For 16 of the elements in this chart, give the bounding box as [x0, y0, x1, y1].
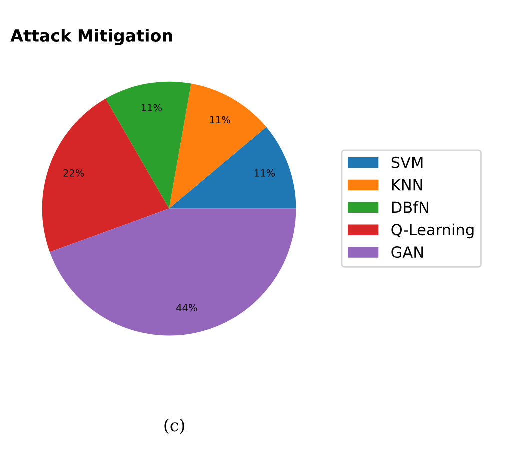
data-label: 11% — [142, 104, 162, 112]
pie-slice — [50, 208, 296, 336]
data-label: 11% — [254, 170, 275, 177]
legend-label: KNN — [392, 179, 422, 191]
data-label: 11% — [210, 116, 230, 124]
data-label: 44% — [176, 304, 198, 312]
legend-label: DBfN — [392, 201, 428, 214]
text: (c) — [164, 418, 184, 434]
data-label: 22% — [64, 170, 84, 177]
legend-label: GAN — [392, 246, 424, 258]
pie-slice — [106, 82, 192, 209]
pie-slice — [42, 98, 170, 252]
legend-label: Q-Learning — [392, 224, 474, 239]
pie-slice — [169, 127, 296, 209]
chart-title: Attack Mitigation — [10, 29, 172, 46]
legend-label: SVM — [392, 156, 423, 168]
